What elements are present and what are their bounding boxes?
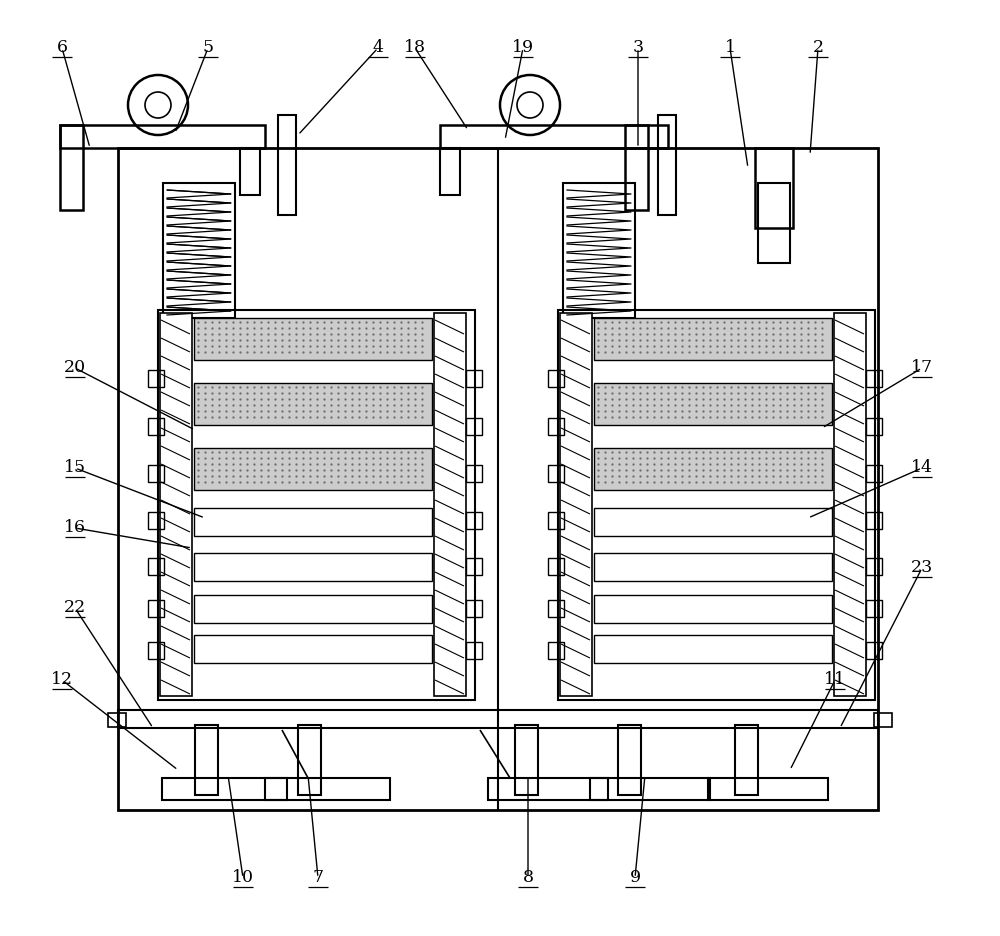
Bar: [148, 370, 164, 387]
Bar: [108, 713, 126, 727]
Bar: [866, 642, 882, 659]
Bar: [265, 778, 390, 800]
Text: 22: 22: [64, 599, 86, 617]
Bar: [594, 635, 832, 663]
Bar: [548, 512, 564, 529]
Text: 2: 2: [812, 39, 824, 56]
Bar: [162, 778, 287, 800]
Bar: [755, 148, 793, 228]
Bar: [440, 148, 460, 195]
Text: 4: 4: [372, 39, 384, 56]
Bar: [866, 512, 882, 529]
Bar: [758, 183, 790, 263]
Bar: [118, 710, 878, 728]
Bar: [618, 725, 641, 795]
Text: 23: 23: [911, 560, 933, 577]
Bar: [594, 448, 832, 490]
Bar: [563, 183, 635, 318]
Bar: [466, 642, 482, 659]
Bar: [466, 558, 482, 575]
Text: 11: 11: [824, 671, 846, 689]
Text: 14: 14: [911, 460, 933, 476]
Bar: [466, 465, 482, 482]
Bar: [194, 448, 432, 490]
Text: 9: 9: [629, 870, 641, 886]
Text: 15: 15: [64, 460, 86, 476]
Bar: [866, 600, 882, 617]
Bar: [548, 558, 564, 575]
Bar: [515, 725, 538, 795]
Text: 1: 1: [724, 39, 736, 56]
Bar: [735, 725, 758, 795]
Text: 7: 7: [312, 870, 324, 886]
Bar: [590, 778, 710, 800]
Bar: [148, 600, 164, 617]
Bar: [548, 465, 564, 482]
Bar: [594, 508, 832, 536]
Text: 20: 20: [64, 359, 86, 376]
Bar: [834, 313, 866, 696]
Text: 8: 8: [522, 870, 534, 886]
Bar: [148, 642, 164, 659]
Bar: [194, 383, 432, 425]
Bar: [440, 125, 668, 148]
Bar: [60, 125, 83, 210]
Bar: [548, 600, 564, 617]
Text: 5: 5: [202, 39, 214, 56]
Bar: [240, 148, 260, 195]
Bar: [558, 310, 875, 700]
Bar: [594, 318, 832, 360]
Bar: [148, 418, 164, 435]
Bar: [594, 383, 832, 425]
Bar: [594, 595, 832, 623]
Bar: [194, 595, 432, 623]
Bar: [488, 778, 608, 800]
Bar: [658, 115, 676, 215]
Bar: [194, 508, 432, 536]
Bar: [548, 418, 564, 435]
Text: 3: 3: [632, 39, 644, 56]
Text: 19: 19: [512, 39, 534, 56]
Bar: [560, 313, 592, 696]
Bar: [466, 418, 482, 435]
Bar: [548, 370, 564, 387]
Bar: [866, 370, 882, 387]
Bar: [148, 512, 164, 529]
Text: 10: 10: [232, 870, 254, 886]
Text: 6: 6: [56, 39, 68, 56]
Text: 16: 16: [64, 519, 86, 536]
Bar: [625, 125, 648, 210]
Text: 18: 18: [404, 39, 426, 56]
Bar: [866, 465, 882, 482]
Bar: [466, 370, 482, 387]
Bar: [278, 115, 296, 215]
Bar: [874, 713, 892, 727]
Bar: [163, 183, 235, 318]
Bar: [194, 318, 432, 360]
Bar: [594, 553, 832, 581]
Bar: [194, 635, 432, 663]
Bar: [160, 313, 192, 696]
Bar: [60, 125, 265, 148]
Bar: [434, 313, 466, 696]
Bar: [118, 148, 878, 810]
Bar: [195, 725, 218, 795]
Text: 17: 17: [911, 359, 933, 376]
Bar: [866, 558, 882, 575]
Bar: [708, 778, 828, 800]
Bar: [148, 465, 164, 482]
Text: 12: 12: [51, 671, 73, 689]
Bar: [466, 512, 482, 529]
Bar: [298, 725, 321, 795]
Bar: [866, 418, 882, 435]
Bar: [548, 642, 564, 659]
Bar: [158, 310, 475, 700]
Bar: [466, 600, 482, 617]
Bar: [194, 553, 432, 581]
Bar: [148, 558, 164, 575]
